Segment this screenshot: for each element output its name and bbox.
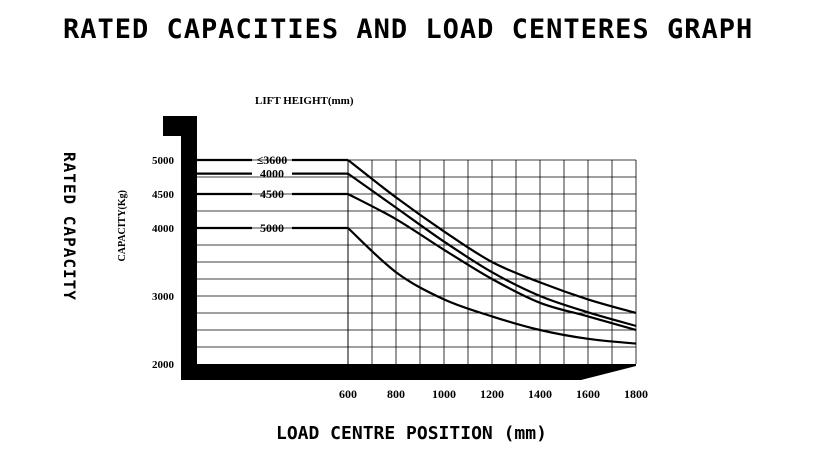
y-tick-label: 5000 [152,155,175,167]
x-tick-label: 1200 [480,387,504,401]
x-tick-label: 600 [339,387,357,401]
series-label: ≤3600 [257,153,288,167]
x-tick-label: 1600 [576,387,600,401]
series-label: 5000 [260,221,284,235]
y-tick-label: 2000 [152,359,175,371]
series-label: 4000 [260,167,284,181]
x-axis-bar [181,364,636,380]
series-curve [347,172,637,327]
x-tick-label: 1800 [624,387,648,401]
x-tick-label: 1000 [432,387,456,401]
y-axis-bar [163,116,197,380]
rated-capacity-title: RATED CAPACITY [60,152,79,301]
series-curve [347,159,637,315]
series-curve [347,227,637,345]
y-tick-label: 3000 [152,291,175,303]
x-tick-label: 800 [387,387,405,401]
y-tick-label: 4500 [152,189,175,201]
series-label: 4500 [260,187,284,201]
chart-title: RATED CAPACITIES AND LOAD CENTERES GRAPH [63,14,754,45]
x-axis-title: LOAD CENTRE POSITION (mm) [276,423,547,444]
x-tick-label: 1400 [528,387,552,401]
series-curve [347,193,637,332]
y-tick-label: 4000 [152,223,175,235]
legend-title: LIFT HEIGHT(mm) [255,95,354,107]
